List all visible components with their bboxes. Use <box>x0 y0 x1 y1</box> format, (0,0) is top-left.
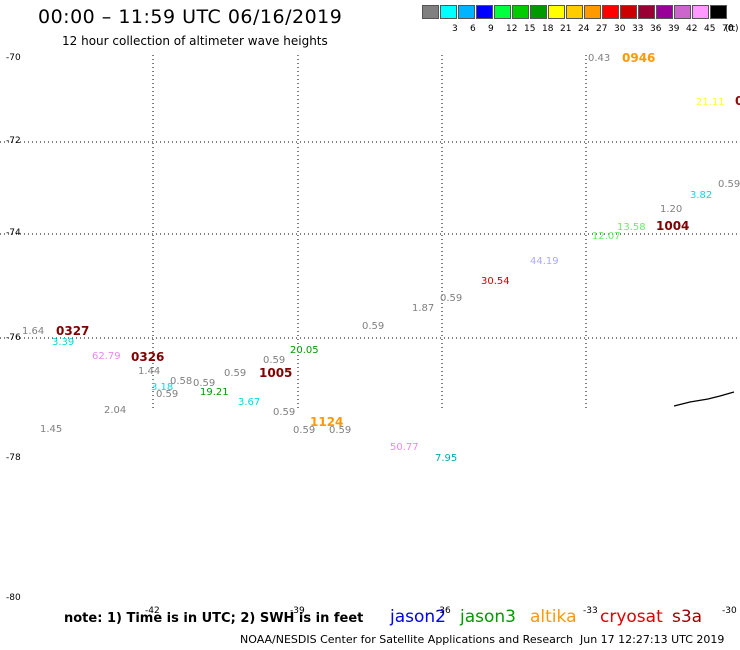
legend-swatch <box>638 5 655 19</box>
wave-height-label: 1.44 <box>138 366 160 377</box>
satellite-jason3: jason3 <box>460 607 516 627</box>
legend-swatch <box>440 5 457 19</box>
wave-height-label: 0.59 <box>224 368 246 379</box>
wave-height-label: 19.21 <box>200 387 229 398</box>
time-label: 0326 <box>131 350 164 364</box>
map-subtitle: 12 hour collection of altimeter wave hei… <box>62 34 328 48</box>
satellite-jason2: jason2 <box>390 607 446 627</box>
legend-swatch-label: 30 <box>614 24 626 34</box>
wave-height-label: 1.45 <box>40 424 62 435</box>
latitude-label: -80 <box>6 593 21 603</box>
wave-height-observations: 0.43 0946 21.11 0 0.59 3.82 1.20 1004 13.5812.07… <box>22 51 740 464</box>
legend-swatch <box>674 5 691 19</box>
lat-lon-grid <box>0 55 740 408</box>
longitude-label: -39 <box>290 606 305 616</box>
wave-height-label: 3.18 <box>151 382 173 393</box>
wave-height-label: 0.59 <box>193 378 215 389</box>
note-text: note: 1) Time is in UTC; 2) SWH is in fe… <box>64 611 364 626</box>
legend-swatch <box>566 5 583 19</box>
legend-swatch-label: 21 <box>560 24 572 34</box>
time-label: 1004 <box>656 219 689 233</box>
wave-height-label: 0.59 <box>440 293 462 304</box>
wave-height-label: 0.59 <box>293 425 315 436</box>
map-plot: -70-72-74-76-78-80-45 0.43094621.1100.59… <box>0 51 740 603</box>
credit-text: NOAA/NESDIS Center for Satellite Applica… <box>240 633 574 646</box>
latitude-labels: -70-72-74-76-78-80-45 <box>6 53 21 603</box>
legend-swatch <box>710 5 727 19</box>
wave-height-label: 2.04 <box>104 405 126 416</box>
time-label: 0327 <box>56 324 89 338</box>
wave-height-label: 0.59 <box>273 407 295 418</box>
wave-height-label: 3.82 <box>690 190 712 201</box>
wave-height-label: 13.58 <box>617 222 646 233</box>
wave-height-label: 0.59 <box>718 179 740 190</box>
legend-swatch-label: 36 <box>650 24 662 34</box>
legend-swatch <box>602 5 619 19</box>
legend-unit: (ft) <box>725 24 739 34</box>
legend-swatch-label: 15 <box>524 24 536 34</box>
legend-swatch-label: 39 <box>668 24 680 34</box>
satellite-cryosat: cryosat <box>600 607 663 627</box>
legend-swatch-label: 3 <box>452 24 458 34</box>
legend-swatch <box>530 5 547 19</box>
legend-swatch <box>620 5 637 19</box>
legend-swatch-label: 70 <box>722 24 734 34</box>
legend-swatch-label: 27 <box>596 24 608 34</box>
generated-timestamp: Jun 17 12:27:13 UTC 2019 <box>580 633 725 646</box>
latitude-label: -78 <box>6 453 21 463</box>
wave-height-label: 20.05 <box>290 345 319 356</box>
legend-swatch <box>548 5 565 19</box>
wave-height-label: 7.95 <box>435 453 457 464</box>
legend-swatch <box>476 5 493 19</box>
latitude-label: -70 <box>6 53 21 63</box>
legend-swatch <box>584 5 601 19</box>
legend-swatch-label: 9 <box>488 24 494 34</box>
time-label: 0946 <box>622 51 655 65</box>
legend-swatch-label: 42 <box>686 24 698 34</box>
legend-swatch-label: 33 <box>632 24 644 34</box>
wave-height-label: 1.87 <box>412 303 434 314</box>
time-label: 1005 <box>259 366 292 380</box>
wave-height-label: 0.59 <box>263 355 285 366</box>
wave-height-label: 21.11 <box>696 97 725 108</box>
wave-height-label: 3.67 <box>238 397 260 408</box>
wave-height-label: 0.59 <box>329 425 351 436</box>
legend-swatch-label: 6 <box>470 24 476 34</box>
legend-swatch <box>656 5 673 19</box>
legend-swatch <box>422 5 439 19</box>
longitude-label: -33 <box>583 606 598 616</box>
longitude-label: -30 <box>722 606 737 616</box>
legend-swatch <box>458 5 475 19</box>
legend-swatch <box>692 5 709 19</box>
latitude-label: -74 <box>6 228 21 238</box>
wave-height-label: 0.59 <box>156 389 178 400</box>
longitude-label: -42 <box>145 606 160 616</box>
wave-height-label: 0.58 <box>170 376 192 387</box>
satellite-s3a: s3a <box>672 607 703 627</box>
legend-swatch <box>512 5 529 19</box>
wave-height-label: 30.54 <box>481 276 510 287</box>
wave-height-label: 50.77 <box>390 442 419 453</box>
wave-height-label: 1.20 <box>660 204 682 215</box>
legend-swatch-label: 24 <box>578 24 590 34</box>
wave-height-label: 12.07 <box>592 231 621 242</box>
wave-height-label: 62.79 <box>92 351 121 362</box>
map-title: 00:00 – 11:59 UTC 06/16/2019 <box>38 6 343 28</box>
latitude-label: -76 <box>6 333 21 343</box>
legend-swatch-label: 12 <box>506 24 518 34</box>
longitude-label: -36 <box>436 606 451 616</box>
time-label: 0 <box>735 94 740 108</box>
satellite-altika: altika <box>530 607 577 627</box>
coastline <box>673 391 735 407</box>
wave-height-label: 1.64 <box>22 326 44 337</box>
wave-height-label: 0.59 <box>362 321 384 332</box>
wave-height-label: 0.43 <box>588 53 610 64</box>
time-label: 1124 <box>310 415 343 429</box>
legend-swatch-label: 18 <box>542 24 554 34</box>
latitude-label: -72 <box>6 136 21 146</box>
legend-swatch <box>494 5 511 19</box>
wave-height-label: 44.19 <box>530 256 559 267</box>
legend-swatch-label: 45 <box>704 24 716 34</box>
wave-height-label: 3.39 <box>52 337 74 348</box>
